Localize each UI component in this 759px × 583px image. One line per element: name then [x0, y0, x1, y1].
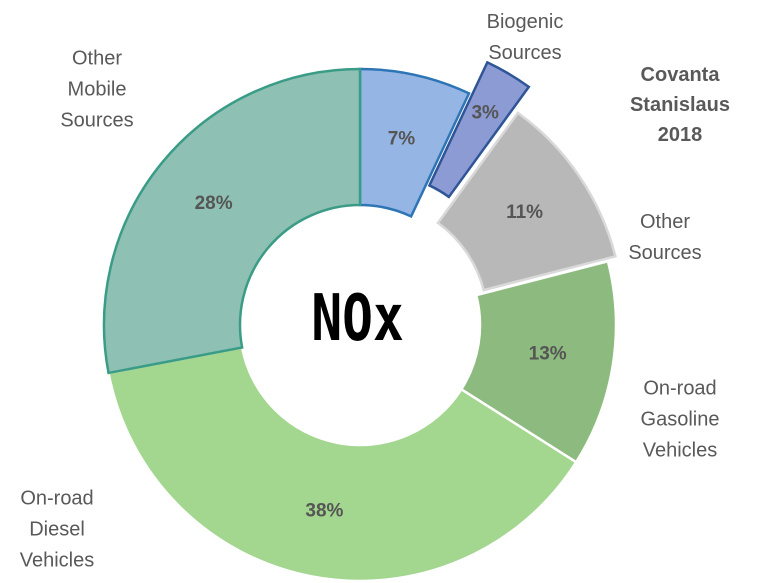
donut-slice [459, 259, 618, 464]
center-label: NOx [311, 280, 403, 355]
donut-slice [427, 60, 531, 199]
category-label: On-road Diesel Vehicles [19, 487, 95, 572]
data-label: 11% [506, 202, 543, 223]
data-label: 38% [305, 501, 343, 522]
category-label: On-road Gasoline Vehicles [640, 377, 720, 462]
category-label: Other Mobile Sources [60, 47, 134, 132]
donut-slice [102, 67, 362, 375]
donut-slice [436, 111, 617, 292]
data-label: 7% [388, 129, 416, 150]
category-label: Other Sources [628, 211, 702, 264]
donut-slice [358, 67, 471, 219]
donut-slice [107, 346, 578, 583]
category-label: Biogenic Sources [486, 11, 564, 64]
data-label: 28% [195, 193, 233, 214]
category-label: Covanta Stanislaus 2018 [629, 64, 731, 146]
data-label: 3% [471, 102, 499, 123]
data-label: 13% [529, 344, 567, 365]
